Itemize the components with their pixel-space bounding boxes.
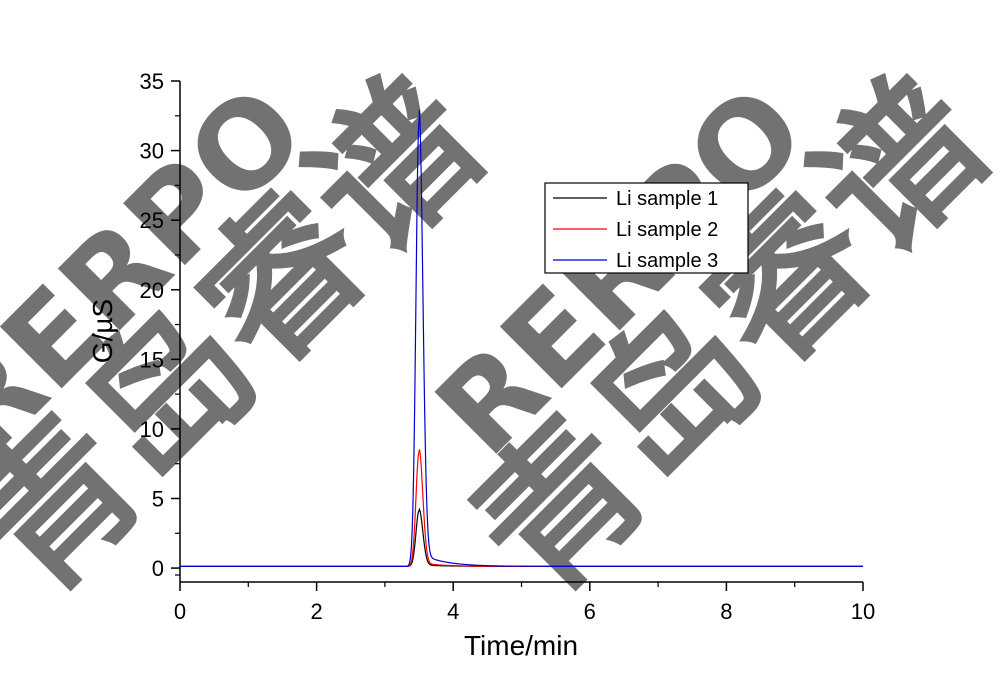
y-tick-label: 35 xyxy=(140,69,164,94)
x-axis-label: Time/min xyxy=(464,630,578,661)
y-tick-label: 5 xyxy=(152,487,164,512)
y-tick-label: 30 xyxy=(140,139,164,164)
x-tick-label: 0 xyxy=(174,599,186,624)
y-tick-label: 0 xyxy=(152,556,164,581)
legend-label-2: Li sample 2 xyxy=(616,219,718,241)
x-tick-label: 8 xyxy=(720,599,732,624)
y-tick-label: 25 xyxy=(140,208,164,233)
series-group xyxy=(180,109,863,568)
watermark: RERPO 青岛睿谱 RERPO 青岛睿谱 xyxy=(0,43,1000,628)
x-tick-label: 10 xyxy=(851,599,875,624)
y-axis-label: G/µS xyxy=(87,299,118,363)
legend-label-3: Li sample 3 xyxy=(616,250,718,272)
y-tick-label: 20 xyxy=(140,278,164,303)
series-line-3 xyxy=(180,109,863,568)
x-tick-label: 4 xyxy=(447,599,459,624)
x-tick-label: 6 xyxy=(584,599,596,624)
y-tick-label: 15 xyxy=(140,347,164,372)
x-ticks: 0 2 4 6 8 10 xyxy=(174,582,875,624)
y-ticks: 0 5 10 15 20 25 30 35 xyxy=(140,69,180,581)
legend: Li sample 1 Li sample 2 Li sample 3 xyxy=(544,182,749,274)
y-tick-label: 10 xyxy=(140,417,164,442)
legend-label-1: Li sample 1 xyxy=(616,188,718,210)
x-tick-label: 2 xyxy=(310,599,322,624)
